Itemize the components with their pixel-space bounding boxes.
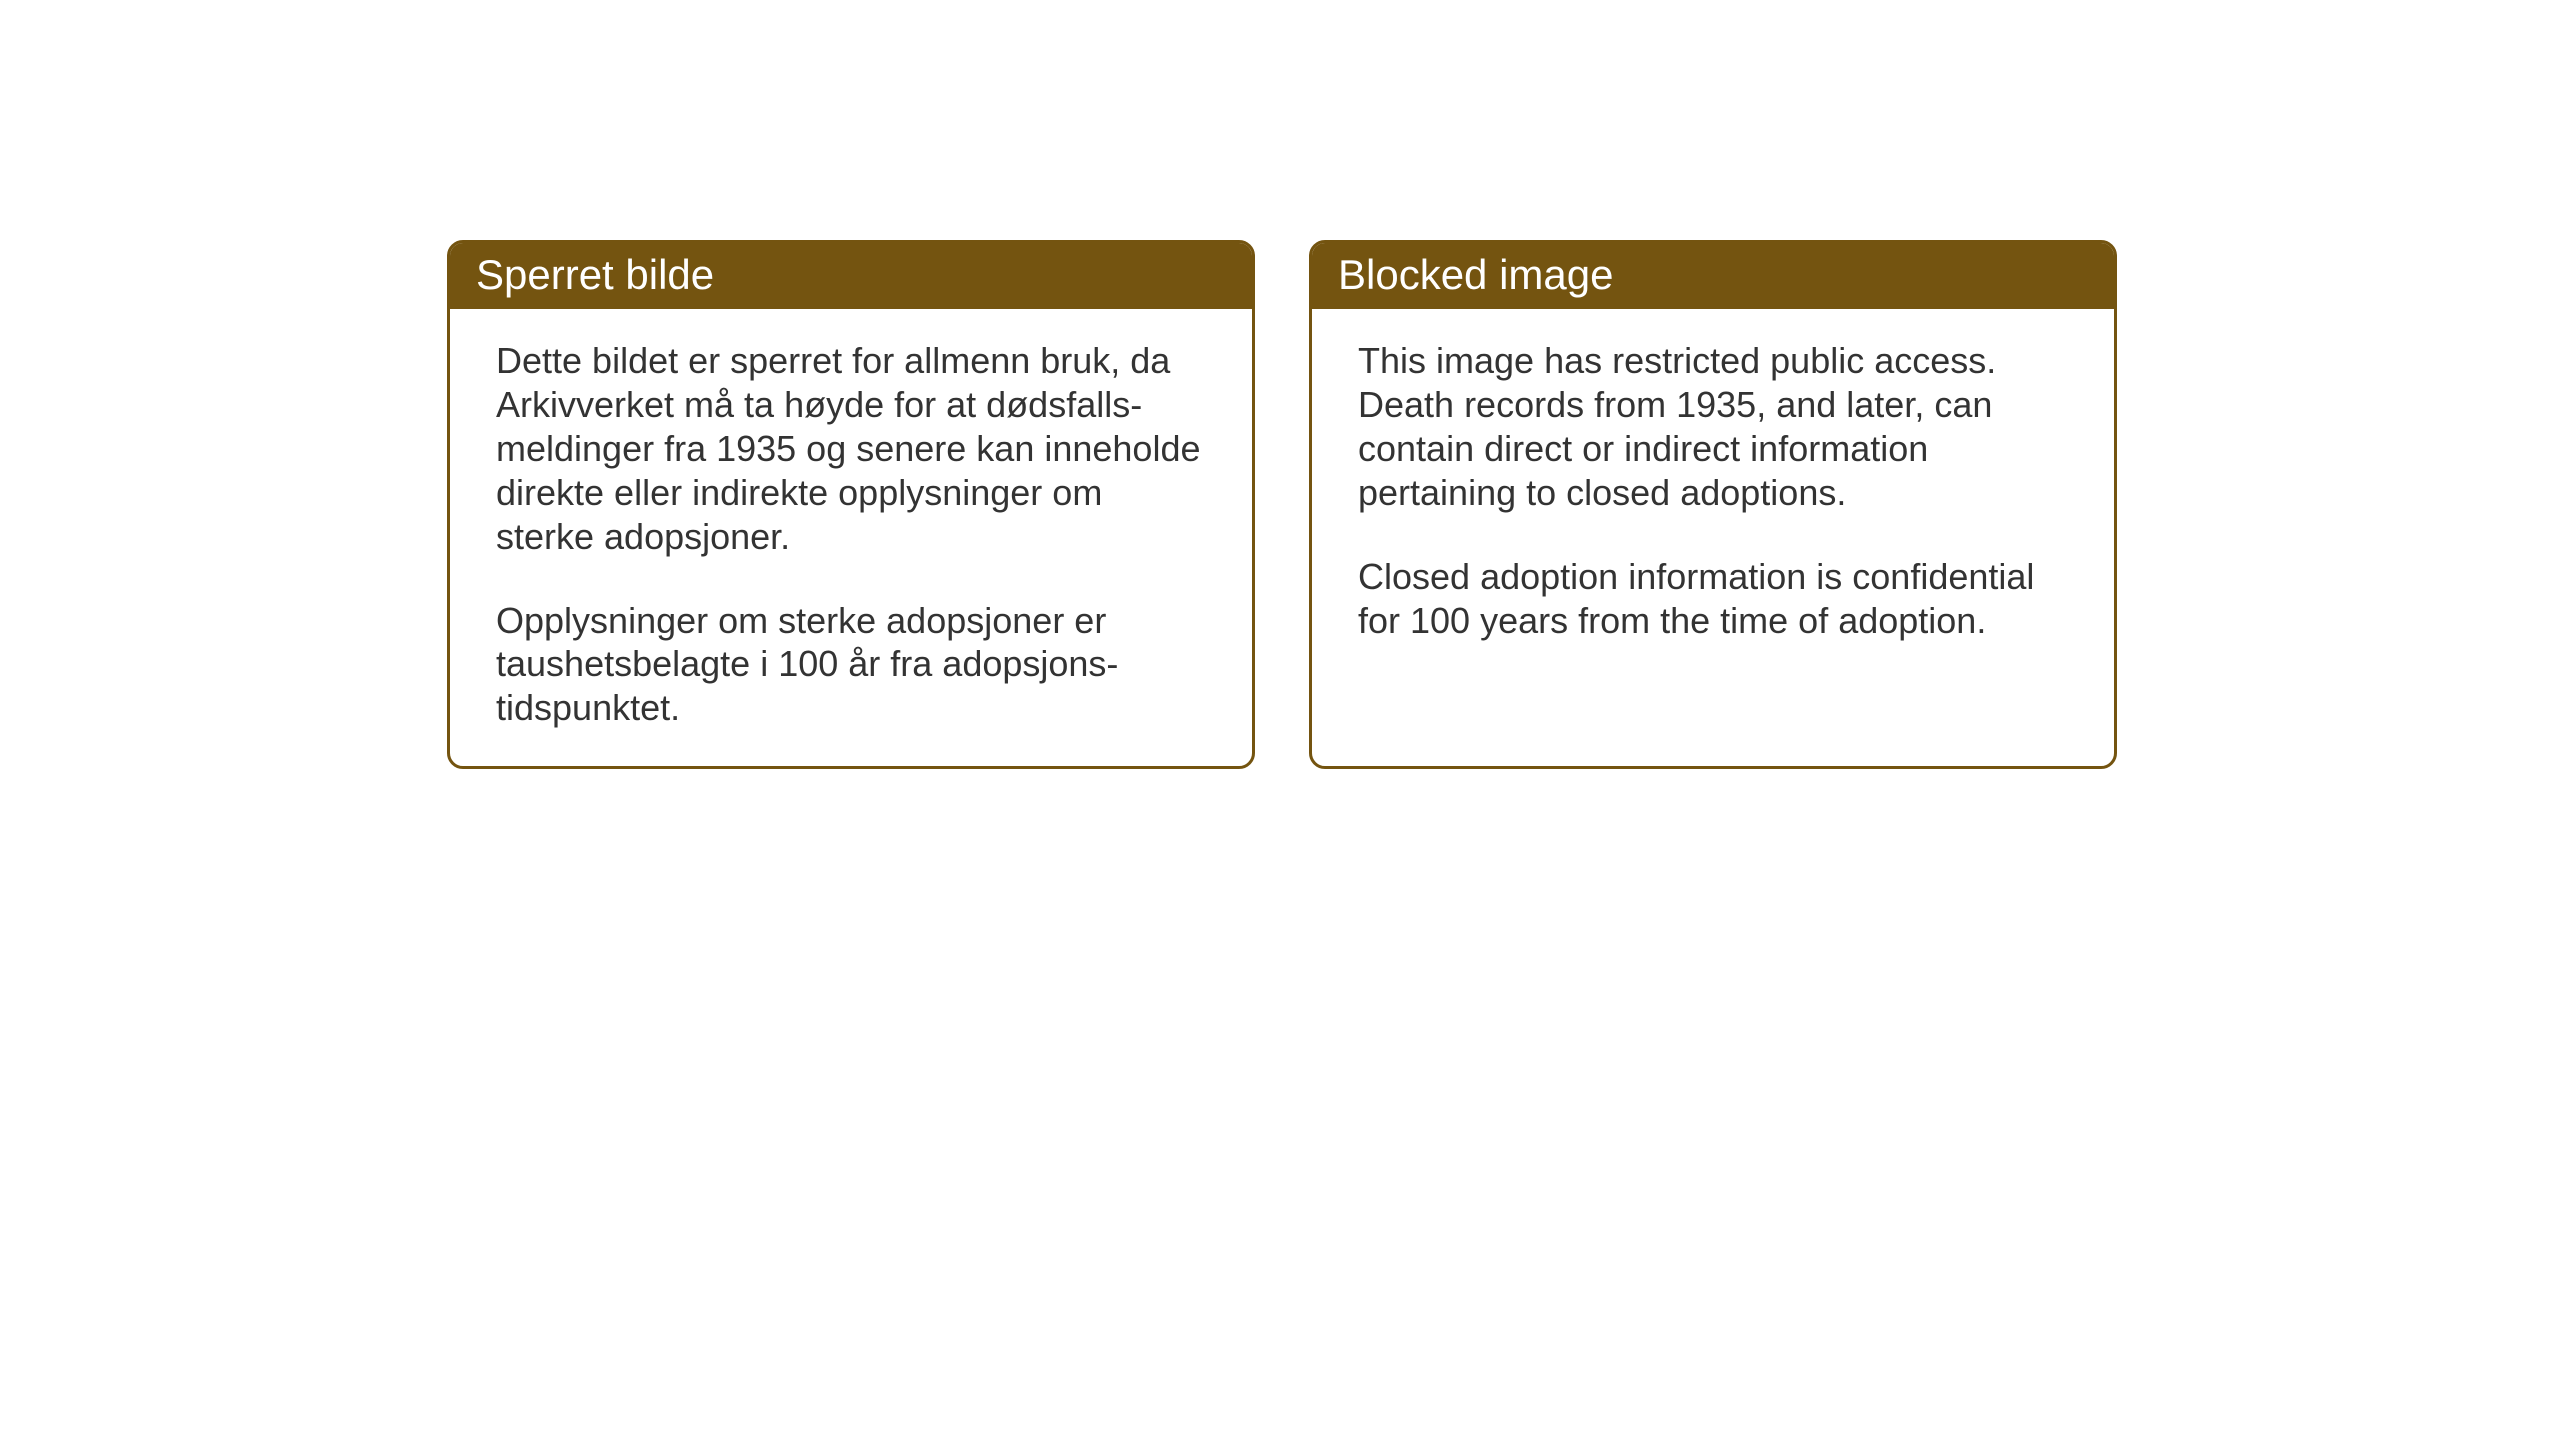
notice-container: Sperret bilde Dette bildet er sperret fo… [447, 240, 2117, 769]
paragraph-text: Closed adoption information is confident… [1358, 555, 2068, 643]
notice-card-norwegian: Sperret bilde Dette bildet er sperret fo… [447, 240, 1255, 769]
paragraph-text: This image has restricted public access.… [1358, 339, 2068, 515]
paragraph-text: Dette bildet er sperret for allmenn bruk… [496, 339, 1206, 559]
card-body-english: This image has restricted public access.… [1312, 309, 2114, 754]
card-header-english: Blocked image [1312, 243, 2114, 309]
paragraph-text: Opplysninger om sterke adopsjoner er tau… [496, 599, 1206, 731]
notice-card-english: Blocked image This image has restricted … [1309, 240, 2117, 769]
card-body-norwegian: Dette bildet er sperret for allmenn bruk… [450, 309, 1252, 766]
card-header-norwegian: Sperret bilde [450, 243, 1252, 309]
